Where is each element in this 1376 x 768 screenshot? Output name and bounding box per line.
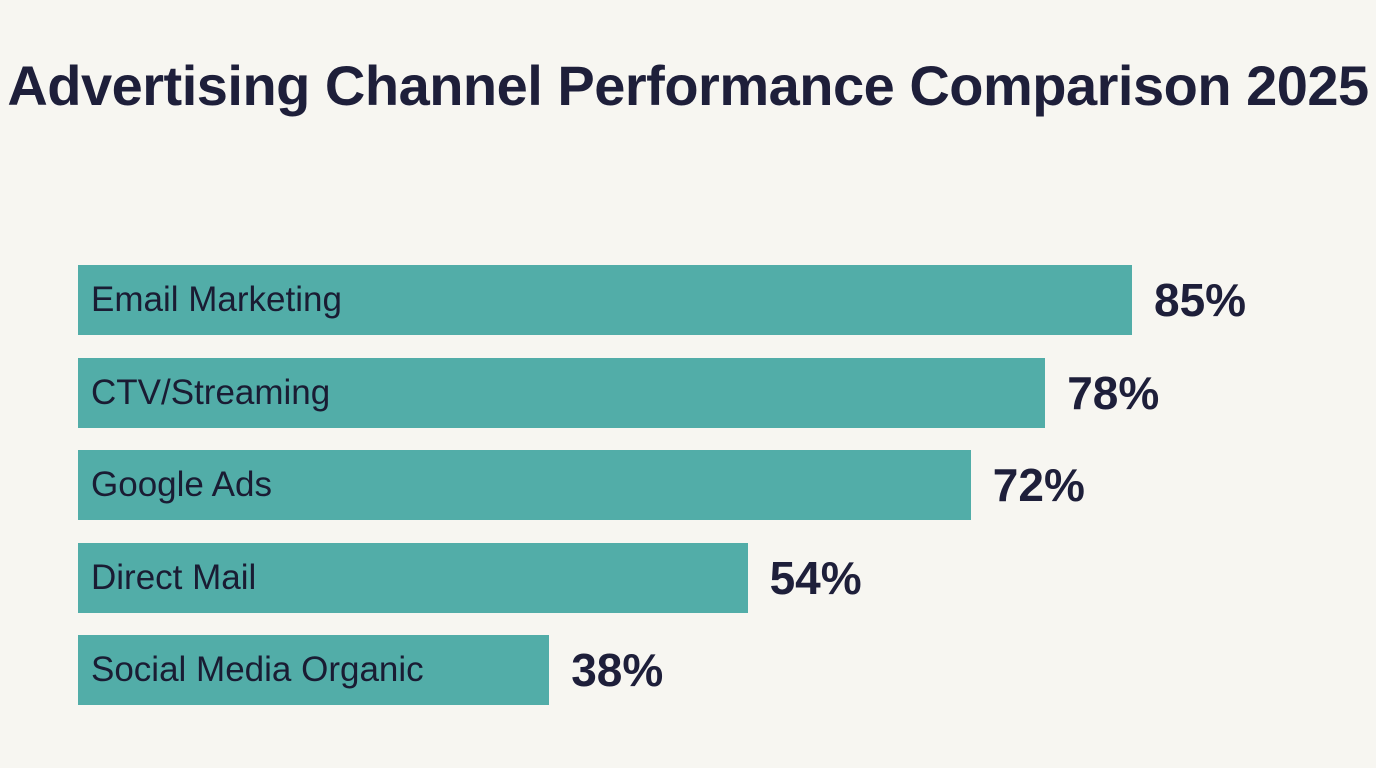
category-label: Direct Mail	[91, 558, 257, 597]
bar-social-media-organic: Social Media Organic	[78, 635, 550, 705]
category-label: CTV/Streaming	[91, 373, 331, 412]
category-label: Google Ads	[91, 465, 272, 504]
bar-email-marketing: Email Marketing	[78, 265, 1132, 335]
bar-direct-mail: Direct Mail	[78, 543, 748, 613]
bar-ctv-streaming: CTV/Streaming	[78, 358, 1046, 428]
category-label: Email Marketing	[91, 280, 342, 319]
value-label: 72%	[992, 459, 1085, 511]
value-label: 85%	[1154, 274, 1247, 326]
bar-google-ads: Google Ads	[78, 450, 971, 520]
chart-title: Advertising Channel Performance Comparis…	[7, 54, 1369, 117]
value-label: 78%	[1067, 367, 1160, 419]
category-label: Social Media Organic	[91, 650, 424, 689]
value-label: 38%	[571, 644, 664, 696]
value-label: 54%	[769, 552, 862, 604]
